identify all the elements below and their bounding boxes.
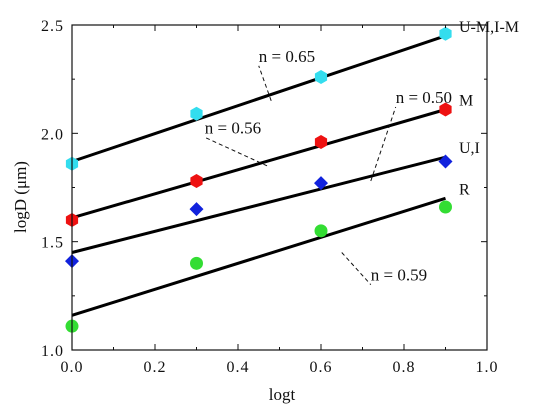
data-point-u-m-i-m (314, 70, 328, 84)
fit-line-m (71, 108, 446, 220)
data-point-m (439, 102, 452, 117)
fit-line-u-i (71, 155, 446, 254)
axes: 0.0 0.2 0.4 0.6 0.8 1.0 1.0 1.5 2.0 2.5 (41, 18, 499, 376)
x-tick-label: 0.0 (61, 359, 84, 376)
data-point-r (439, 200, 452, 214)
annotation-leader (258, 65, 272, 102)
data-point-m (314, 135, 328, 149)
x-axis-label-log: logt (269, 385, 296, 404)
data-point-u-i (314, 176, 328, 191)
y-tick-label: 1.5 (41, 235, 64, 252)
annotation-leader (341, 252, 372, 286)
x-axis-label: logt (269, 385, 296, 404)
x-tick-label: 0.2 (144, 359, 167, 376)
fit-line-u-m-i-m (71, 34, 446, 163)
x-tick-label: 0.4 (227, 359, 250, 376)
data-point-r (190, 256, 203, 270)
x-tick-label: 0.6 (310, 359, 333, 376)
series-label: R (459, 181, 470, 198)
data-point-u-i (189, 202, 204, 217)
data-markers (65, 26, 453, 333)
annotation-label: n = 0.65 (259, 47, 315, 66)
annotation-leader (370, 106, 397, 182)
data-point-r (314, 224, 328, 238)
series-label: U,I (459, 140, 480, 157)
y-tick-label: 2.5 (41, 18, 64, 35)
data-point-u-m-i-m (190, 106, 203, 121)
y-tick-label: 1.0 (41, 343, 64, 360)
series-label: U-M,I-M (459, 19, 519, 36)
y-tick-label: 2.0 (41, 126, 64, 143)
y-axis-label: logD (μm) (11, 161, 30, 233)
fit-line-r (71, 196, 446, 317)
annotation-label: n = 0.50 (396, 88, 452, 107)
annotation-label: n = 0.59 (371, 266, 427, 285)
series-label: M (459, 93, 473, 110)
data-point-u-i (438, 154, 453, 169)
annotation-leader (204, 136, 268, 167)
data-point-m (190, 174, 203, 188)
x-tick-label: 1.0 (476, 359, 499, 376)
plot-frame (71, 24, 488, 351)
data-point-u-m-i-m (439, 26, 452, 41)
series-labels: U-M,I-M M U,I R (459, 19, 519, 198)
annotation-label: n = 0.56 (205, 118, 261, 137)
x-tick-label: 0.8 (393, 359, 416, 376)
annotations: n = 0.65 n = 0.56 n = 0.50 n = 0.59 (204, 47, 452, 286)
fit-lines (71, 34, 446, 317)
